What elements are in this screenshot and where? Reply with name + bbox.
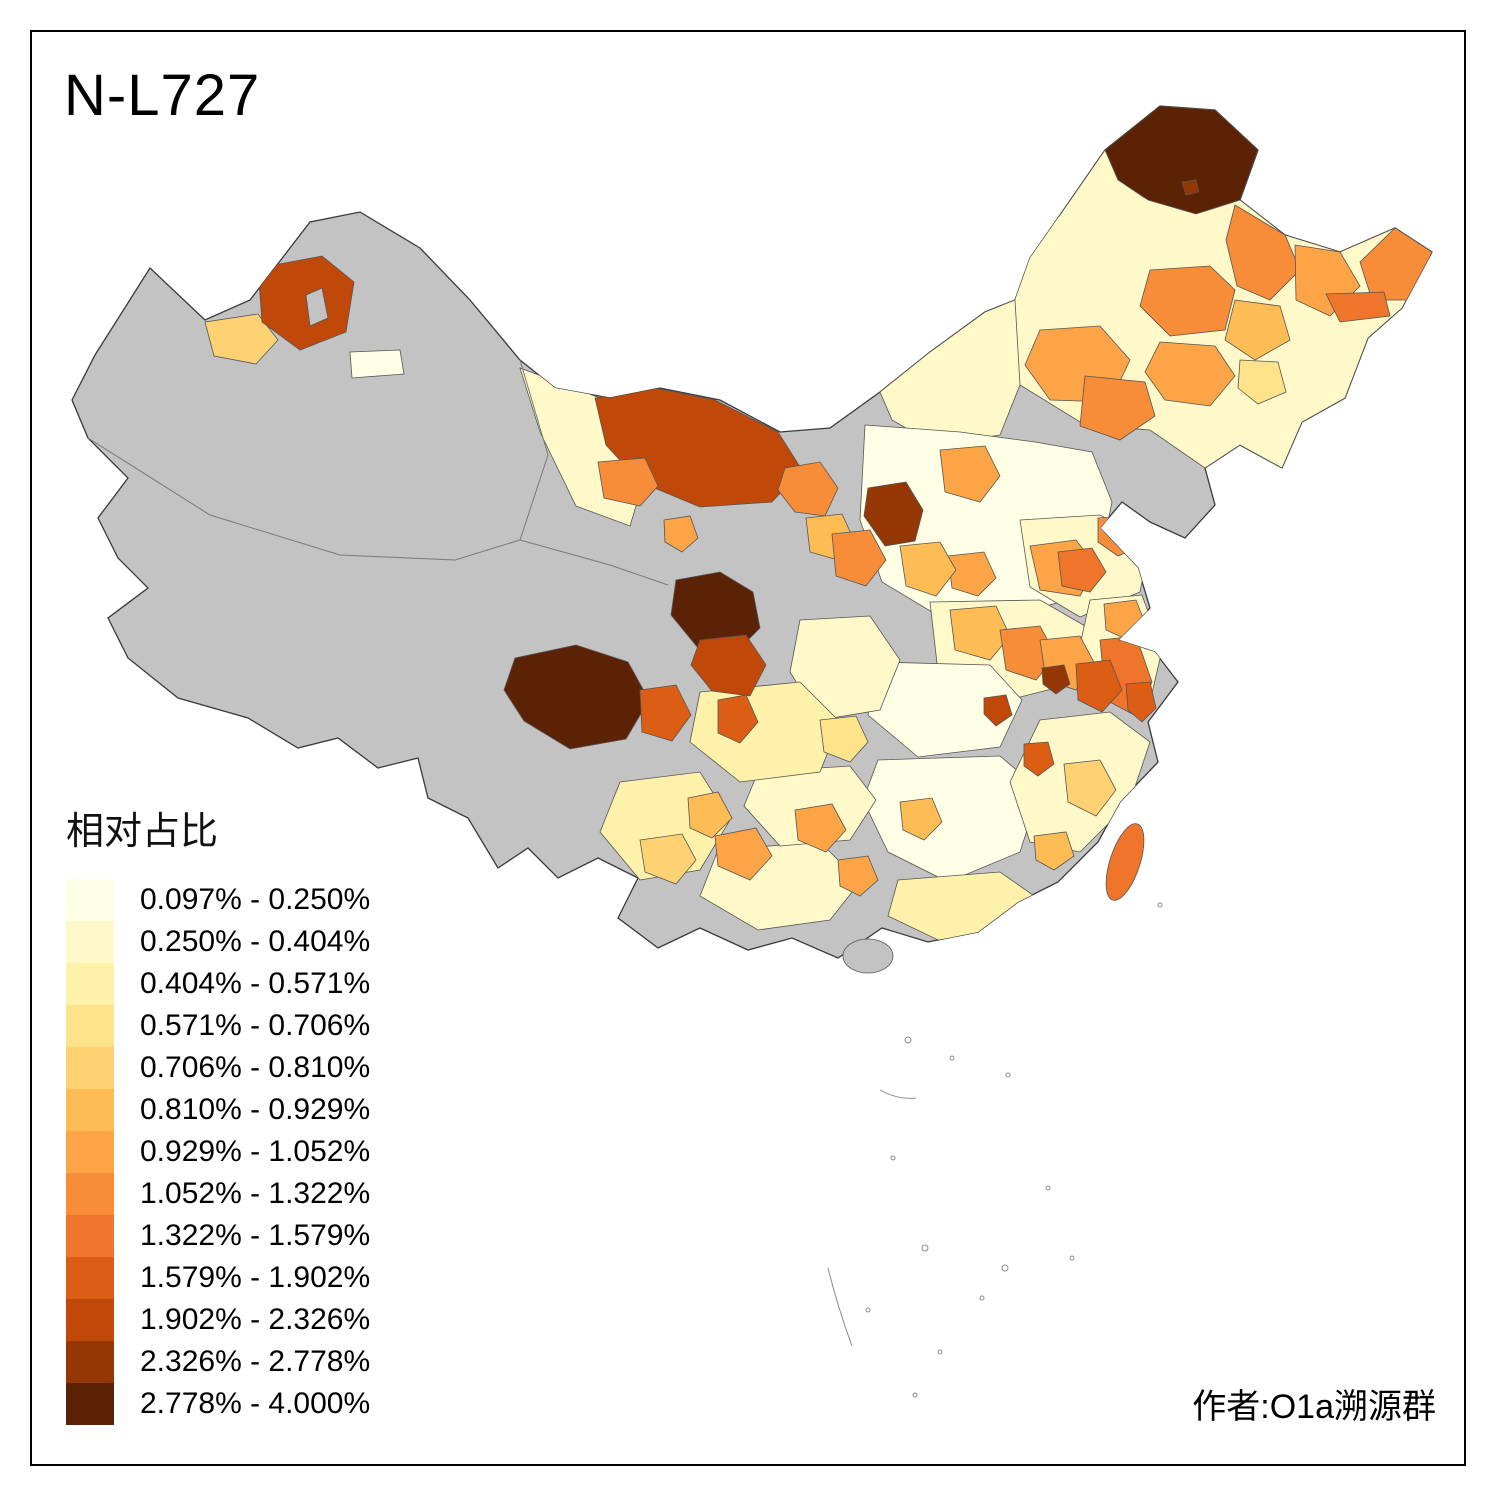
map-region (639, 684, 692, 742)
map-region (939, 445, 1001, 503)
legend-row: 0.571% - 0.706% (66, 1005, 370, 1047)
map-region (947, 551, 997, 597)
legend-swatch (66, 1341, 114, 1383)
hainan-island (842, 938, 894, 974)
map-region (1225, 204, 1301, 301)
map-region (1237, 359, 1287, 405)
legend-label: 2.326% - 2.778% (140, 1345, 371, 1378)
map-region (503, 644, 650, 750)
legend-label: 0.929% - 1.052% (140, 1135, 371, 1168)
province-boundary (87, 437, 521, 561)
legend-label: 2.778% - 4.000% (140, 1387, 371, 1420)
legend-swatch (66, 1089, 114, 1131)
legend-row: 2.326% - 2.778% (66, 1341, 370, 1383)
map-region (305, 287, 329, 327)
legend-swatch (66, 1047, 114, 1089)
legend-rows: 0.097% - 0.250% 0.250% - 0.404% 0.404% -… (66, 879, 370, 1425)
taiwan-region (1105, 823, 1145, 901)
map-region (1325, 291, 1391, 323)
map-region (949, 605, 1011, 661)
legend-swatch (66, 1299, 114, 1341)
south-china-sea-islands (827, 902, 1163, 1398)
legend-swatch (66, 921, 114, 963)
legend-label: 0.404% - 0.571% (140, 967, 371, 1000)
map-region (204, 313, 279, 365)
map-region (831, 529, 887, 587)
map-region (349, 349, 405, 379)
legend-label: 0.810% - 0.929% (140, 1093, 371, 1126)
legend-row: 0.706% - 0.810% (66, 1047, 370, 1089)
map-region (663, 515, 699, 553)
attribution: 作者:O1a溯源群 (1192, 1388, 1436, 1426)
map-region (714, 827, 773, 881)
legend-label: 0.250% - 0.404% (140, 925, 371, 958)
page-title: N-L727 (64, 63, 261, 128)
map-region (1139, 265, 1236, 337)
legend-title: 相对占比 (66, 811, 219, 853)
legend-row: 0.250% - 0.404% (66, 921, 370, 963)
map-region (1023, 741, 1055, 777)
map-region (794, 803, 847, 853)
legend-label: 0.097% - 0.250% (140, 883, 371, 916)
map-region (597, 457, 659, 507)
legend-row: 0.929% - 1.052% (66, 1131, 370, 1173)
legend-label: 1.579% - 1.902% (140, 1261, 371, 1294)
map-region (867, 661, 1023, 758)
legend-label: 0.571% - 0.706% (140, 1009, 371, 1042)
legend-swatch (66, 1215, 114, 1257)
map-region (1057, 547, 1107, 593)
legend-swatch (66, 1131, 114, 1173)
map-region (1125, 681, 1157, 723)
legend-swatch (66, 1173, 114, 1215)
legend-label: 1.902% - 2.326% (140, 1303, 371, 1336)
legend-row: 1.902% - 2.326% (66, 1299, 370, 1341)
map-region (687, 791, 733, 839)
map-region (257, 255, 355, 351)
map-region (1224, 299, 1291, 361)
map-region (639, 833, 697, 885)
map-region (1063, 759, 1117, 817)
map-region (690, 634, 767, 697)
legend-swatch (66, 1257, 114, 1299)
map-region (1079, 375, 1156, 441)
map-region (1181, 179, 1200, 196)
legend-label: 0.706% - 0.810% (140, 1051, 371, 1084)
map-region (899, 797, 943, 841)
map-region (1144, 341, 1236, 407)
legend: 相对占比 0.097% - 0.250% 0.250% - 0.404% 0.4… (66, 800, 370, 1425)
legend-swatch (66, 1383, 114, 1425)
legend-row: 0.810% - 0.929% (66, 1089, 370, 1131)
legend-swatch (66, 1005, 114, 1047)
legend-row: 2.778% - 4.000% (66, 1383, 370, 1425)
map-region (1041, 664, 1071, 695)
legend-swatch (66, 963, 114, 1005)
map-region (717, 694, 759, 744)
legend-row: 0.097% - 0.250% (66, 879, 370, 921)
province-boundary (519, 539, 669, 586)
legend-row: 1.322% - 1.579% (66, 1215, 370, 1257)
map-region (983, 694, 1013, 727)
map-region (1075, 659, 1123, 713)
map-region (879, 299, 1021, 446)
map-region (837, 855, 879, 897)
legend-row: 1.579% - 1.902% (66, 1257, 370, 1299)
legend-label: 1.052% - 1.322% (140, 1177, 371, 1210)
legend-swatch (66, 879, 114, 921)
legend-row: 0.404% - 0.571% (66, 963, 370, 1005)
map-region (789, 615, 901, 721)
map-region (1033, 831, 1075, 871)
province-boundary (519, 359, 549, 541)
legend-row: 1.052% - 1.322% (66, 1173, 370, 1215)
map-region (863, 481, 924, 547)
map-region (899, 541, 957, 597)
legend-label: 1.322% - 1.579% (140, 1219, 371, 1252)
map-region (819, 715, 869, 763)
